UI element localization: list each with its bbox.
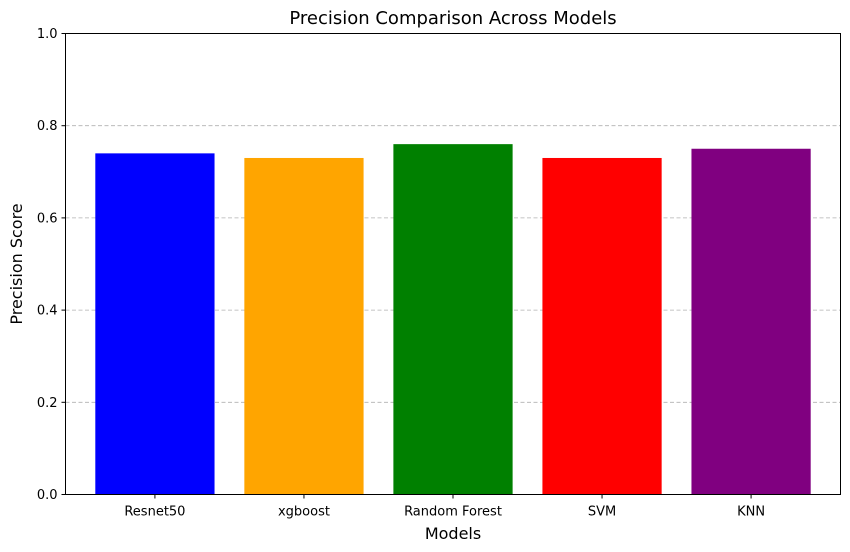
- x-tick-label: SVM: [588, 505, 616, 520]
- x-axis-title: Models: [425, 524, 481, 543]
- x-tick-label: xgboost: [278, 505, 330, 520]
- bar-random-forest: [393, 144, 513, 495]
- y-tick-label: 0.6: [37, 211, 58, 226]
- bar-xgboost: [244, 157, 364, 495]
- y-tick-label: 1.0: [37, 27, 58, 42]
- y-tick-label: 0.2: [37, 396, 58, 411]
- chart-title: Precision Comparison Across Models: [289, 8, 616, 29]
- x-axis: Resnet50 xgboost Random Forest SVM KNN: [124, 494, 765, 520]
- y-tick-label: 0.0: [37, 488, 58, 503]
- y-axis-title: Precision Score: [7, 203, 26, 324]
- x-tick-label: Random Forest: [404, 505, 502, 520]
- y-axis: 0.0 0.2 0.4 0.6 0.8 1.0: [37, 27, 66, 503]
- bar-layer: [95, 144, 811, 495]
- bar-svm: [542, 157, 662, 495]
- x-tick-label: KNN: [737, 505, 765, 520]
- y-tick-label: 0.8: [37, 119, 58, 134]
- x-tick-label: Resnet50: [124, 505, 185, 520]
- y-tick-label: 0.4: [37, 304, 58, 319]
- bar-resnet50: [95, 153, 215, 495]
- bar-knn: [691, 148, 811, 495]
